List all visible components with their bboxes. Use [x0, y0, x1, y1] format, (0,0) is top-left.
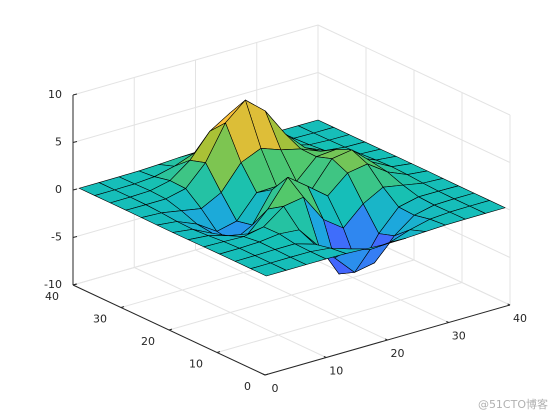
z-tick: [72, 93, 78, 96]
z-tick-label: -5: [51, 231, 62, 244]
y-tick-label: 0: [244, 380, 251, 393]
x-tick: [446, 320, 449, 323]
z-tick: [72, 283, 78, 286]
x-tick-label: 0: [272, 382, 279, 395]
x-tick: [507, 303, 511, 306]
x-tick-label: 10: [329, 365, 343, 378]
y-tick-label: 20: [141, 335, 155, 348]
grid-line: [72, 24, 319, 96]
x-tick-label: 40: [513, 312, 527, 325]
y-tick-label: 10: [189, 358, 203, 371]
x-tick-label: 30: [452, 330, 466, 343]
grid-line: [72, 72, 319, 143]
y-tick-label: 40: [45, 290, 59, 303]
grid-line: [216, 282, 463, 353]
z-tick-label: 5: [55, 136, 62, 149]
y-tick: [264, 373, 269, 376]
x-tick: [384, 338, 388, 341]
y-tick: [120, 306, 125, 308]
y-tick-label: 30: [93, 313, 107, 326]
z-tick: [72, 188, 78, 191]
grid-line: [317, 72, 511, 163]
z-tick-label: -10: [44, 278, 62, 291]
x-tick: [323, 355, 327, 358]
grid-line: [317, 24, 511, 116]
grid-line: [168, 259, 415, 331]
x-tick-label: 20: [391, 347, 405, 360]
z-tick-label: 0: [55, 183, 62, 196]
watermark: @51CTO博客: [478, 397, 548, 411]
y-tick: [216, 351, 221, 353]
z-tick: [72, 141, 78, 143]
x-tick: [262, 373, 266, 376]
z-tick: [72, 236, 78, 238]
surface-face: [250, 262, 287, 277]
z-tick-label: 10: [48, 88, 62, 101]
y-tick: [168, 328, 173, 331]
